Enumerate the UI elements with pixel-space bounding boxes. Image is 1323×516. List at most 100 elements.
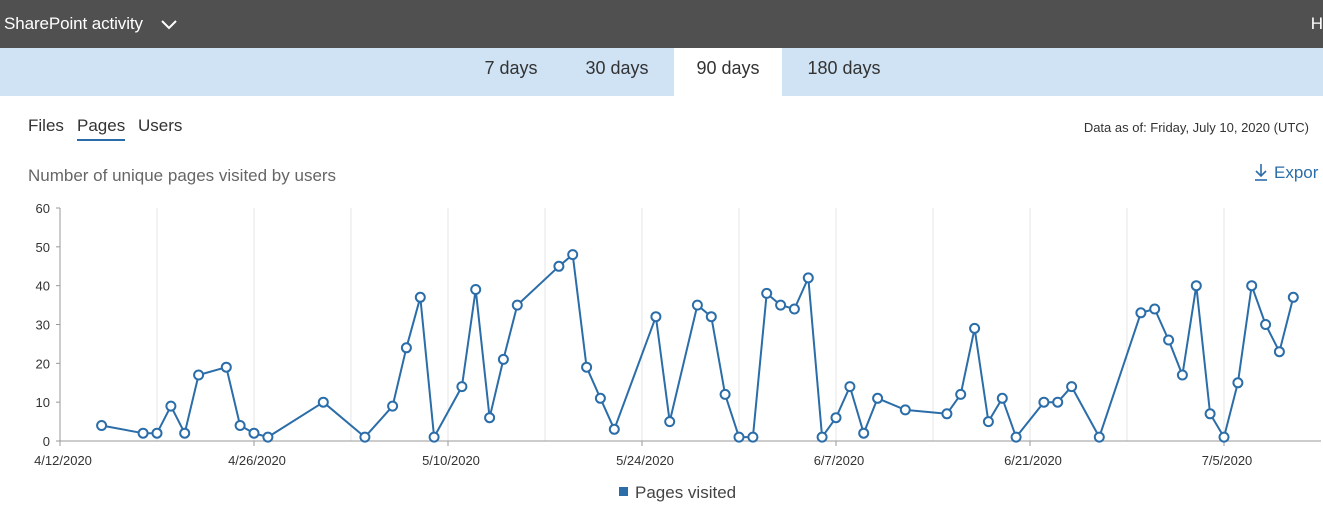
data-point (567, 249, 579, 261)
data-point (1135, 307, 1147, 319)
data-point (234, 420, 246, 431)
data-point (456, 381, 468, 393)
series-line (101, 253, 1295, 439)
x-tick-label: 6/21/2020 (1004, 453, 1062, 468)
y-axis: 0 10 20 30 40 50 60 (36, 201, 61, 449)
x-tick-label: 7/5/2020 (1202, 453, 1253, 468)
report-selector-label[interactable]: SharePoint activity (4, 14, 143, 33)
export-label: Expor (1274, 163, 1319, 182)
data-point (844, 381, 856, 393)
data-point (220, 361, 232, 373)
tab-7-days[interactable]: 7 days (484, 58, 538, 78)
data-point (650, 311, 662, 323)
tab-90-days[interactable]: 90 days (674, 48, 782, 96)
data-point (96, 420, 108, 431)
data-point (802, 272, 814, 284)
data-point (955, 388, 967, 400)
data-as-of-text: Data as of: Friday, July 10, 2020 (UTC) (1083, 120, 1309, 135)
line-chart: 0 10 20 30 40 50 60 4/12/2020 4/26/2020 5/10/202… (34, 201, 1321, 468)
data-point (248, 427, 260, 439)
series-pages-visited (96, 249, 1299, 443)
y-tick-label: 20 (36, 356, 50, 371)
data-point (497, 353, 509, 365)
data-point (608, 423, 620, 435)
data-point (982, 416, 994, 428)
data-point (193, 369, 205, 381)
top-bar: SharePoint activity H (0, 0, 1323, 48)
y-tick-label: 40 (36, 279, 50, 294)
data-point (151, 427, 163, 439)
data-point (705, 311, 717, 323)
data-point (899, 404, 911, 416)
x-tick-label: 5/10/2020 (422, 453, 480, 468)
data-point (775, 299, 787, 311)
data-point (830, 412, 842, 424)
data-point (872, 392, 884, 404)
x-tick-label: 6/7/2020 (814, 453, 865, 468)
data-point (387, 400, 399, 412)
data-point (470, 284, 482, 295)
topbar-edge-text: H (1310, 14, 1323, 33)
data-point (1010, 431, 1022, 443)
data-point (1176, 369, 1188, 381)
tab-pages[interactable]: Pages (77, 116, 126, 141)
tab-180-days[interactable]: 180 days (807, 58, 881, 78)
data-point (1038, 396, 1050, 408)
x-tick-label: 4/26/2020 (228, 453, 286, 468)
data-point (1273, 346, 1285, 358)
y-tick-label: 50 (36, 240, 50, 255)
y-tick-label: 0 (43, 434, 50, 449)
data-point (664, 416, 676, 428)
data-point (788, 303, 800, 315)
data-point (414, 291, 426, 303)
time-range-bar: 7 days 30 days 90 days 180 days (0, 48, 1323, 96)
legend-label: Pages visited (635, 483, 737, 502)
data-point (733, 431, 745, 443)
chevron-down-icon[interactable] (160, 17, 178, 30)
grid-lines (156, 208, 1225, 441)
data-point (137, 427, 149, 439)
data-point (747, 431, 759, 443)
tab-users[interactable]: Users (138, 116, 183, 135)
data-point (594, 392, 606, 404)
data-point (317, 396, 329, 408)
y-tick-label: 10 (36, 395, 50, 410)
data-point (1093, 431, 1105, 443)
data-point (941, 408, 953, 420)
y-tick-label: 30 (36, 318, 50, 333)
legend-swatch (619, 487, 628, 496)
data-point (1190, 280, 1202, 292)
tab-files[interactable]: Files (28, 116, 64, 135)
data-point (969, 322, 981, 334)
x-tick-label: 5/24/2020 (616, 453, 674, 468)
data-point (1260, 319, 1272, 330)
data-point (761, 287, 773, 299)
data-point (1149, 303, 1161, 315)
data-point (1246, 280, 1258, 292)
export-button[interactable]: Expor (1254, 163, 1318, 183)
tab-30-days[interactable]: 30 days (585, 58, 649, 78)
data-point (511, 299, 523, 311)
legend: Pages visited (619, 483, 736, 503)
chart-title: Number of unique pages visited by users (28, 166, 337, 185)
data-point (1218, 431, 1230, 443)
data-point (428, 431, 440, 443)
data-point (1052, 396, 1064, 408)
data-point (1066, 381, 1078, 393)
data-point (400, 342, 412, 354)
data-point (359, 431, 371, 443)
data-point (816, 431, 828, 443)
download-icon (1255, 164, 1267, 181)
data-point (1163, 334, 1175, 346)
x-axis: 4/12/2020 4/26/2020 5/10/2020 5/24/2020 6/7/… (34, 440, 1321, 468)
y-tick-label: 60 (36, 201, 50, 216)
data-point (719, 388, 731, 400)
data-point (179, 427, 191, 439)
data-point (1204, 408, 1216, 420)
data-point (581, 361, 593, 373)
data-point (262, 431, 274, 443)
x-tick-label: 4/12/2020 (34, 453, 92, 468)
data-point (691, 299, 703, 311)
data-point (996, 392, 1008, 404)
data-point (165, 400, 177, 412)
